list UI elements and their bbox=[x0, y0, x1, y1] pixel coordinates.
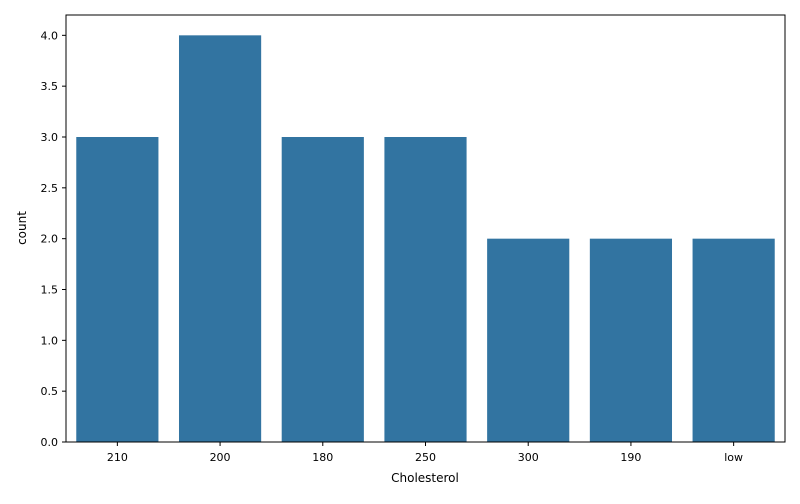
bar-300 bbox=[487, 238, 570, 442]
bar-low bbox=[692, 238, 775, 442]
bar-190 bbox=[589, 238, 673, 442]
x-tick-label: 190 bbox=[620, 451, 641, 464]
y-tick-label: 3.5 bbox=[41, 80, 59, 93]
y-tick-label: 0.5 bbox=[41, 385, 59, 398]
y-axis-label: count bbox=[15, 211, 29, 245]
y-tick-label: 2.5 bbox=[41, 182, 59, 195]
bar-250 bbox=[384, 137, 467, 442]
x-tick-label: 250 bbox=[415, 451, 436, 464]
x-tick-label: low bbox=[724, 451, 743, 464]
y-tick-label: 3.0 bbox=[41, 131, 59, 144]
axes-layer: 0.0 0.5 1.0 1.5 2.0 2.5 3.0 3.5 4.0 210 200 180 250 3… bbox=[41, 14, 786, 464]
y-tick-label: 4.0 bbox=[41, 29, 59, 42]
x-axis-label: Cholesterol bbox=[391, 471, 459, 485]
y-tick-label: 1.0 bbox=[41, 334, 59, 347]
bars-layer bbox=[76, 35, 775, 442]
bar-210 bbox=[76, 137, 159, 442]
bar-180 bbox=[281, 137, 364, 442]
x-tick-label: 300 bbox=[518, 451, 539, 464]
x-tick-label: 210 bbox=[107, 451, 128, 464]
bar-200 bbox=[178, 35, 262, 442]
x-tick-label: 180 bbox=[312, 451, 333, 464]
y-tick-label: 2.0 bbox=[41, 233, 59, 246]
x-tick-label: 200 bbox=[210, 451, 231, 464]
y-tick-label: 1.5 bbox=[41, 284, 59, 297]
y-tick-label: 0.0 bbox=[41, 436, 59, 449]
